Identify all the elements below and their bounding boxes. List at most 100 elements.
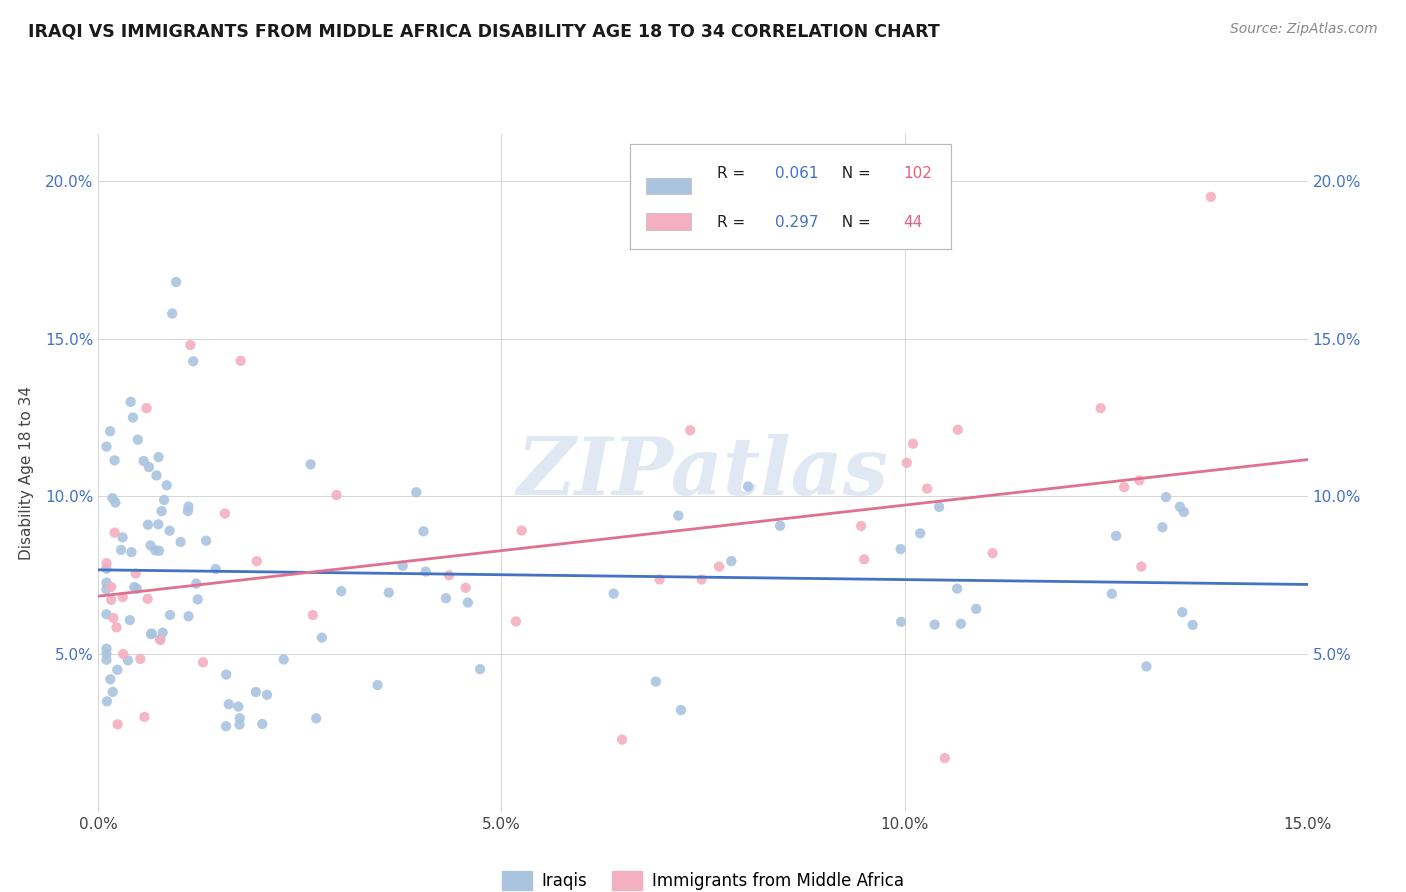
Point (415, 565, 437, 579)
Point (690, 573, 713, 587)
Point (122, 410, 145, 425)
Point (273, 652, 295, 666)
Point (195, 533, 218, 548)
Point (121, 545, 143, 559)
Point (107, 717, 129, 731)
Point (152, 625, 174, 640)
Point (305, 711, 328, 725)
Text: ZIPatlas: ZIPatlas (517, 434, 889, 511)
Point (149, 632, 172, 647)
Point (98, 424, 121, 438)
Point (156, 478, 179, 492)
Point (769, 518, 792, 533)
Point (96, 562, 118, 576)
Point (132, 454, 155, 468)
Point (186, 576, 208, 591)
Point (1105, 529, 1128, 543)
Point (1173, 505, 1195, 519)
Point (179, 338, 201, 352)
Point (148, 450, 170, 464)
Point (928, 500, 950, 514)
Point (96, 440, 118, 454)
Point (946, 582, 969, 596)
Point (104, 525, 127, 540)
Point (229, 711, 252, 725)
Point (890, 542, 912, 557)
Point (96, 647, 118, 661)
Point (159, 524, 181, 538)
Point (437, 568, 460, 582)
Point (737, 479, 759, 493)
Point (111, 590, 134, 604)
Point (1135, 659, 1157, 673)
Point (204, 562, 226, 576)
Point (669, 703, 692, 717)
Point (325, 488, 347, 502)
Point (915, 482, 938, 496)
Point (96, 582, 118, 597)
Point (405, 485, 427, 500)
Point (96, 575, 118, 590)
Point (134, 710, 156, 724)
Point (145, 468, 167, 483)
Point (299, 458, 322, 472)
Point (177, 504, 200, 518)
Point (648, 573, 671, 587)
Point (118, 613, 141, 627)
Legend: Iraqis, Immigrants from Middle Africa: Iraqis, Immigrants from Middle Africa (495, 864, 911, 892)
Point (965, 602, 987, 616)
Point (367, 678, 389, 692)
Point (143, 543, 166, 558)
Point (101, 685, 124, 699)
Point (218, 697, 240, 711)
Point (149, 632, 172, 647)
Point (256, 688, 278, 702)
Point (136, 517, 159, 532)
Y-axis label: Disability Age 18 to 34: Disability Age 18 to 34 (20, 385, 34, 560)
Point (720, 554, 742, 568)
Point (125, 582, 148, 596)
Point (602, 586, 624, 600)
Point (148, 517, 170, 532)
Point (666, 508, 689, 523)
Point (1090, 401, 1112, 416)
Point (104, 453, 127, 467)
Point (610, 732, 633, 747)
Point (124, 580, 146, 594)
Point (111, 531, 134, 545)
Text: IRAQI VS IMMIGRANTS FROM MIDDLE AFRICA DISABILITY AGE 18 TO 34 CORRELATION CHART: IRAQI VS IMMIGRANTS FROM MIDDLE AFRICA D… (28, 22, 939, 40)
Point (215, 667, 238, 681)
Point (1152, 520, 1174, 534)
Point (117, 653, 139, 667)
Point (896, 456, 918, 470)
Point (934, 751, 956, 765)
Text: Source: ZipAtlas.com: Source: ZipAtlas.com (1230, 22, 1378, 37)
Point (981, 546, 1004, 560)
Point (129, 652, 152, 666)
Point (1130, 559, 1153, 574)
Point (679, 423, 702, 437)
Point (101, 491, 124, 505)
Point (191, 656, 214, 670)
Point (96, 653, 118, 667)
Point (100, 593, 122, 607)
Point (181, 354, 204, 368)
Point (301, 608, 323, 623)
Point (1154, 490, 1177, 504)
Point (139, 627, 162, 641)
Point (104, 495, 127, 509)
Point (96, 607, 118, 622)
Point (412, 524, 434, 539)
Point (644, 674, 666, 689)
Point (150, 504, 173, 518)
Point (1199, 190, 1222, 204)
Point (105, 663, 128, 677)
Point (135, 401, 157, 416)
Point (169, 535, 191, 549)
Point (378, 585, 401, 599)
Point (330, 584, 353, 599)
Point (1181, 618, 1204, 632)
Point (105, 620, 128, 634)
Point (120, 394, 142, 409)
Point (177, 500, 200, 514)
